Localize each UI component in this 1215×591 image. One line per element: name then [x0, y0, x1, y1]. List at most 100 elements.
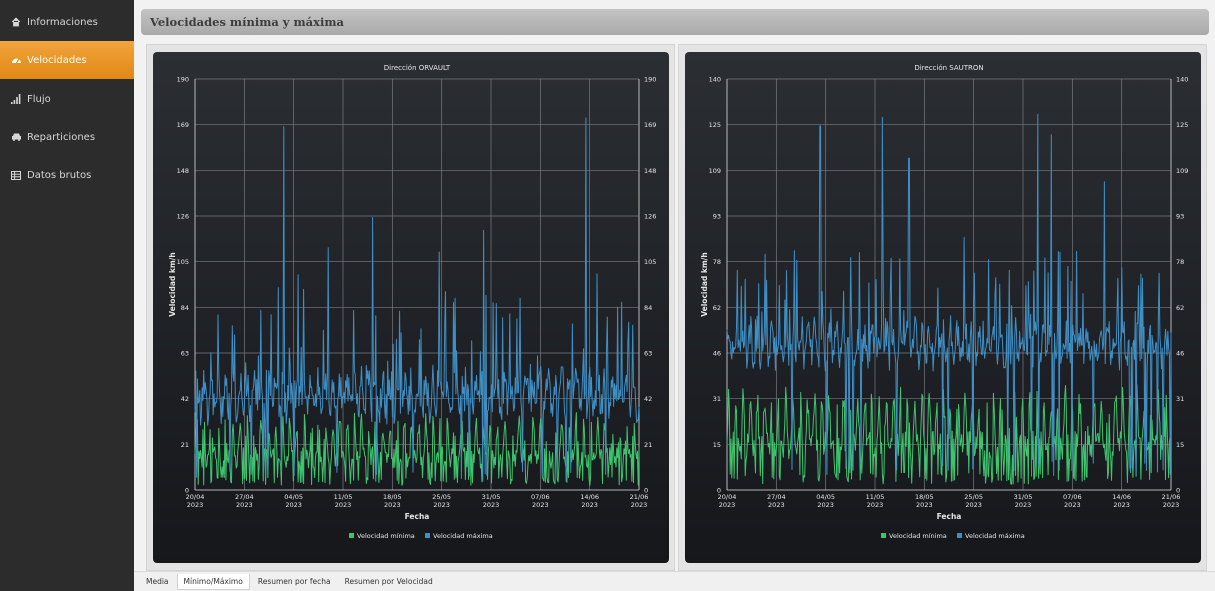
sidebar-item-label: Reparticiones [27, 131, 96, 143]
y-tick-label-right: 31 [1176, 395, 1184, 403]
x-tick-label: 20/04 2023 [718, 493, 737, 509]
sidebar: Informaciones Velocidades Flujo Repartic… [0, 0, 134, 591]
x-tick-label: 18/05 2023 [915, 493, 934, 509]
y-tick-label-left: 62 [713, 304, 721, 312]
sidebar-item-label: Velocidades [27, 54, 87, 66]
y-tick-label-left: 63 [181, 350, 189, 358]
x-tick-label: 31/05 2023 [482, 493, 501, 509]
y-tick-label-left: 93 [713, 213, 721, 221]
y-tick-label-right: 42 [644, 395, 652, 403]
y-tick-label-right: 148 [644, 167, 656, 175]
series-line-max [726, 113, 1172, 477]
y-tick-label-right: 169 [644, 121, 656, 129]
y-tick-label-left: 21 [181, 441, 189, 449]
y-tick-label-right: 21 [644, 441, 652, 449]
x-tick-label: 14/06 2023 [1112, 493, 1131, 509]
x-tick-label: 27/04 2023 [235, 493, 254, 509]
x-tick-label: 14/06 2023 [580, 493, 599, 509]
series-line-min [726, 384, 1172, 485]
car-icon [9, 132, 23, 142]
x-tick-label: 20/04 2023 [186, 493, 205, 509]
tab-resumen-por-fecha[interactable]: Resumen por fecha [257, 577, 331, 586]
y-tick-label-right: 15 [1176, 441, 1184, 449]
y-axis-title: Velocidad km/h [700, 252, 709, 317]
y-tick-label-right: 62 [1176, 304, 1184, 312]
legend-label: Velocidad máxima [433, 532, 493, 540]
x-tick-label: 21/06 2023 [630, 493, 649, 509]
x-tick-label: 27/04 2023 [767, 493, 786, 509]
chart-orvault: Dirección ORVAULT 0 0 21 21 42 42 63 63 84 84 105 10… [168, 64, 656, 540]
table-icon [9, 170, 23, 180]
y-tick-label-right: 84 [644, 304, 652, 312]
y-tick-label-left: 46 [713, 350, 721, 358]
y-tick-label-left: 126 [177, 213, 189, 221]
y-tick-label-right: 0 [1176, 487, 1180, 495]
chart-sautron: Dirección SAUTRON 0 0 15 15 31 31 46 46 62 62 78 78 9… [700, 64, 1188, 540]
y-tick-label-left: 15 [713, 441, 721, 449]
sidebar-item-label: Flujo [27, 93, 51, 105]
y-tick-label-right: 125 [1176, 121, 1188, 129]
y-tick-label-right: 126 [644, 213, 656, 221]
y-tick-label-right: 63 [644, 350, 652, 358]
x-tick-label: 07/06 2023 [531, 493, 550, 509]
y-tick-label-right: 105 [644, 258, 656, 266]
tab-bar: Media Mínimo/Máximo Resumen por fecha Re… [134, 571, 1215, 591]
y-tick-label-left: 0 [185, 487, 189, 495]
sidebar-item-informaciones[interactable]: Informaciones [0, 3, 134, 41]
y-axis-title: Velocidad km/h [168, 252, 177, 317]
x-tick-label: 25/05 2023 [964, 493, 983, 509]
y-tick-label-left: 140 [709, 76, 721, 84]
x-tick-label: 11/05 2023 [866, 493, 885, 509]
tab-media[interactable]: Media [146, 577, 169, 586]
chart-panel-orvault: Dirección ORVAULT 0 0 21 21 42 42 63 63 84 84 105 10… [153, 52, 669, 563]
legend-label: Velocidad máxima [965, 532, 1025, 540]
y-tick-label-left: 31 [713, 395, 721, 403]
sidebar-item-velocidades[interactable]: Velocidades [0, 41, 134, 79]
chart-panel-sautron: Dirección SAUTRON 0 0 15 15 31 31 46 46 62 62 78 78 9… [685, 52, 1201, 563]
y-tick-label-left: 84 [181, 304, 189, 312]
chart-title: Dirección ORVAULT [384, 64, 451, 72]
speedometer-icon [9, 55, 23, 65]
y-tick-label-left: 0 [717, 487, 721, 495]
home-icon [9, 17, 23, 27]
x-tick-label: 07/06 2023 [1063, 493, 1082, 509]
y-tick-label-left: 105 [177, 258, 189, 266]
y-tick-label-left: 109 [709, 167, 721, 175]
tab-resumen-por-velocidad[interactable]: Resumen por Velocidad [344, 577, 433, 586]
x-axis-title: Fecha [937, 512, 962, 521]
y-tick-label-right: 109 [1176, 167, 1188, 175]
x-tick-label: 18/05 2023 [383, 493, 402, 509]
chart-frame-orvault: Dirección ORVAULT 0 0 21 21 42 42 63 63 84 84 105 10… [146, 44, 675, 571]
tab-minimo-maximo[interactable]: Mínimo/Máximo [176, 573, 250, 590]
x-tick-label: 31/05 2023 [1014, 493, 1033, 509]
y-tick-label-right: 140 [1176, 76, 1188, 84]
x-tick-label: 04/05 2023 [816, 493, 835, 509]
legend-swatch [957, 533, 962, 538]
legend-swatch [425, 533, 430, 538]
x-tick-label: 04/05 2023 [284, 493, 303, 509]
legend-swatch [881, 533, 886, 538]
x-axis-title: Fecha [405, 512, 430, 521]
sidebar-item-label: Informaciones [27, 16, 98, 28]
legend-label: Velocidad mínima [357, 532, 415, 540]
y-tick-label-right: 0 [644, 487, 648, 495]
y-tick-label-right: 78 [1176, 258, 1184, 266]
main-content: Velocidades mínima y máxima Dirección OR… [134, 0, 1215, 591]
chart-frame-sautron: Dirección SAUTRON 0 0 15 15 31 31 46 46 62 62 78 78 9… [678, 44, 1207, 571]
chart-title: Dirección SAUTRON [914, 64, 983, 72]
x-tick-label: 11/05 2023 [334, 493, 353, 509]
y-tick-label-right: 46 [1176, 350, 1184, 358]
x-tick-label: 25/05 2023 [432, 493, 451, 509]
sidebar-item-label: Datos brutos [27, 169, 92, 181]
sidebar-item-datos-brutos[interactable]: Datos brutos [0, 156, 134, 194]
y-tick-label-right: 93 [1176, 213, 1184, 221]
sidebar-item-reparticiones[interactable]: Reparticiones [0, 118, 134, 156]
y-tick-label-right: 190 [644, 76, 656, 84]
y-tick-label-left: 190 [177, 76, 189, 84]
y-tick-label-left: 78 [713, 258, 721, 266]
y-tick-label-left: 169 [177, 121, 189, 129]
signal-bars-icon [9, 94, 23, 104]
y-tick-label-left: 125 [709, 121, 721, 129]
sidebar-item-flujo[interactable]: Flujo [0, 80, 134, 118]
